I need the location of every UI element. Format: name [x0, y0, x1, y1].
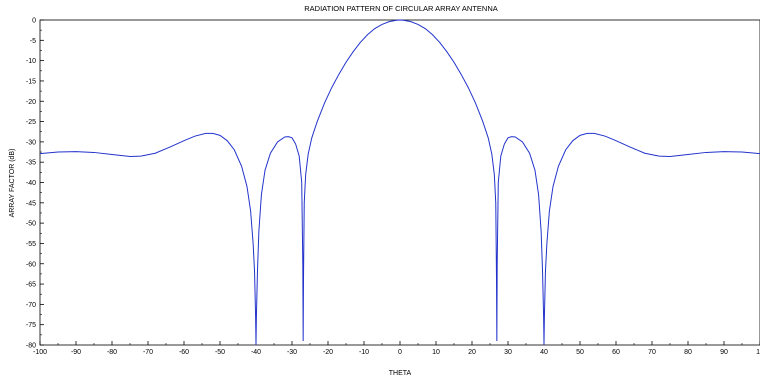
- x-tick-label: 40: [540, 349, 548, 356]
- x-tick-label: -30: [287, 349, 297, 356]
- x-tick-label: 90: [720, 349, 728, 356]
- y-tick-label: -65: [26, 282, 36, 289]
- x-tick-label: 30: [504, 349, 512, 356]
- x-tick-label: -70: [143, 349, 153, 356]
- series-line: [39, 19, 760, 346]
- y-tick-label: -75: [26, 322, 36, 329]
- y-tick-label: -40: [26, 180, 36, 187]
- x-axis-title: THETA: [389, 370, 412, 377]
- y-tick-label: -15: [26, 78, 36, 85]
- y-tick-label: -55: [26, 241, 36, 248]
- x-tick-label: -60: [179, 349, 189, 356]
- x-tick-label: 50: [576, 349, 584, 356]
- y-tick-label: -5: [30, 38, 36, 45]
- y-tick-label: 0: [32, 18, 36, 25]
- y-axis: 0 -5 -10 -15 -20 -25 -30 -35 -40 -45 -50 -55 -60 -65 -…: [26, 18, 44, 350]
- x-tick-label: 0: [398, 349, 402, 356]
- x-tick-label: -20: [323, 349, 333, 356]
- y-tick-label: -35: [26, 160, 36, 167]
- y-axis-title: ARRAY FACTOR (dB): [9, 149, 16, 218]
- x-tick-label: 60: [612, 349, 620, 356]
- x-tick-label: -40: [251, 349, 261, 356]
- x-axis: -100 -90 -80 -70 -60 -50 -40 -30 -20 -10 0 10 20 30 40…: [33, 341, 760, 356]
- x-tick-label: 10: [756, 349, 760, 356]
- x-tick-label: 70: [648, 349, 656, 356]
- x-tick-label: -80: [107, 349, 117, 356]
- y-tick-label: -10: [26, 58, 36, 65]
- x-tick-label: -50: [215, 349, 225, 356]
- y-tick-label: -60: [26, 261, 36, 268]
- x-tick-label: 10: [432, 349, 440, 356]
- plot-area: [39, 19, 760, 346]
- chart-title: RADIATION PATTERN OF CIRCULAR ARRAY ANTE…: [304, 4, 498, 13]
- y-tick-label: -30: [26, 139, 36, 146]
- y-tick-label: -50: [26, 221, 36, 228]
- y-tick-label: -25: [26, 119, 36, 126]
- x-tick-label: -10: [359, 349, 369, 356]
- x-tick-label: -90: [71, 349, 81, 356]
- y-tick-label: -70: [26, 302, 36, 309]
- x-tick-label: -100: [33, 349, 47, 356]
- y-tick-label: -80: [26, 343, 36, 350]
- x-tick-label: 20: [468, 349, 476, 356]
- x-tick-label: 80: [684, 349, 692, 356]
- y-tick-label: -45: [26, 200, 36, 207]
- y-tick-label: -20: [26, 99, 36, 106]
